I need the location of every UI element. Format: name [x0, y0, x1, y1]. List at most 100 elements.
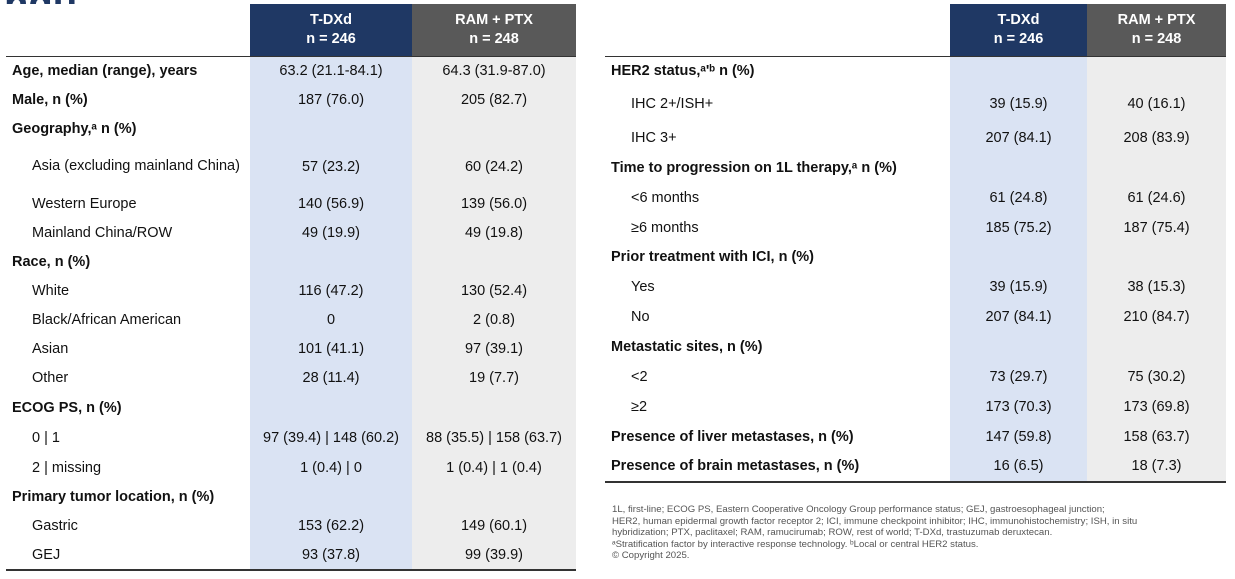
row-label: Gastric [32, 518, 78, 534]
cell-t-dxd: 185 (75.2) [950, 212, 1087, 243]
cell-t-dxd: 16 (6.5) [950, 451, 1087, 483]
cell-t-dxd: 61 (24.8) [950, 182, 1087, 213]
cell-ram-ptx: 19 (7.7) [412, 363, 576, 393]
header-ram-ptx: RAM + PTX n = 248 [412, 4, 576, 57]
table-row: Other 28 (11.4) 19 (7.7) [6, 363, 576, 393]
table-row: Black/African American 0 2 (0.8) [6, 305, 576, 335]
table-row: Asian 101 (41.1) 97 (39.1) [6, 334, 576, 364]
header-t-dxd-name: T-DXd [310, 12, 352, 28]
cell-t-dxd [250, 114, 412, 144]
row-label: Western Europe [32, 196, 137, 212]
cell-ram-ptx: 64.3 (31.9-87.0) [412, 56, 576, 86]
footnote: 1L, first-line; ECOG PS, Eastern Coopera… [612, 504, 1232, 562]
row-label: IHC 2+/ISH+ [631, 96, 714, 112]
row-label: Male, n (%) [12, 92, 88, 108]
cell-t-dxd [250, 247, 412, 277]
row-label: Time to progression on 1L therapy,ᵃ n (%… [611, 159, 897, 176]
table-row: Male, n (%) 187 (76.0) 205 (82.7) [6, 85, 576, 115]
cell-t-dxd: 140 (56.9) [250, 189, 412, 219]
row-label: IHC 3+ [631, 129, 677, 146]
cell-ram-ptx: 1 (0.4) | 1 (0.4) [412, 452, 576, 483]
row-label: ECOG PS, n (%) [12, 399, 122, 416]
table-row: 0 | 1 97 (39.4) | 148 (60.2) 88 (35.5) | 1… [6, 422, 576, 453]
footnote-line: hybridization; PTX, paclitaxel; RAM, ram… [612, 527, 1053, 539]
left-table-body: Age, median (range), years 63.2 (21.1-84.… [6, 56, 576, 571]
footnote-line: 1L, first-line; ECOG PS, Eastern Coopera… [612, 504, 1105, 515]
cell-t-dxd: 73 (29.7) [950, 361, 1087, 392]
header-ram-ptx: RAM + PTX n = 248 [1087, 4, 1226, 57]
cell-t-dxd: 63.2 (21.1-84.1) [250, 56, 412, 86]
table-row: Race, n (%) [6, 247, 576, 277]
table-row: ECOG PS, n (%) [6, 392, 576, 423]
header-ram-ptx-name: RAM + PTX [455, 12, 533, 28]
cell-ram-ptx [1087, 56, 1226, 86]
cell-t-dxd: 0 [250, 305, 412, 335]
row-label: No [631, 308, 650, 325]
cell-t-dxd: 153 (62.2) [250, 511, 412, 541]
row-label: <2 [631, 368, 648, 385]
row-label: ≥6 months [631, 219, 699, 236]
row-label: GEJ [6, 540, 250, 571]
cell-ram-ptx: 173 (69.8) [1087, 391, 1226, 422]
footnote-line: © Copyright 2025. [612, 550, 690, 562]
cell-ram-ptx: 99 (39.9) [412, 540, 576, 571]
header-t-dxd: T-DXd n = 246 [250, 4, 412, 57]
baseline-table-right: T-DXd n = 246 RAM + PTX n = 248 HER2 sta… [605, 4, 1226, 483]
cell-t-dxd: 101 (41.1) [250, 334, 412, 364]
row-label: Geography,ᵃ n (%) [12, 121, 137, 137]
row-label: White [32, 283, 70, 299]
table-row: Geography,ᵃ n (%) [6, 114, 576, 144]
cell-ram-ptx: 40 (16.1) [1087, 85, 1226, 123]
table-row: White 116 (47.2) 130 (52.4) [6, 276, 576, 306]
cell-ram-ptx [1087, 331, 1226, 362]
table-row: Mainland China/ROW 49 (19.9) 49 (19.8) [6, 218, 576, 248]
header-blank-cell [605, 4, 950, 57]
header-ram-ptx-n: n = 248 [469, 31, 519, 47]
cell-ram-ptx: 75 (30.2) [1087, 361, 1226, 392]
row-label: Age, median (range), years [12, 63, 198, 80]
cell-ram-ptx: 205 (82.7) [412, 85, 576, 115]
header-t-dxd-n: n = 246 [993, 31, 1044, 47]
table-row: No 207 (84.1) 210 (84.7) [605, 301, 1226, 332]
cell-ram-ptx: 88 (35.5) | 158 (63.7) [412, 422, 576, 453]
cell-t-dxd: 39 (15.9) [950, 85, 1087, 123]
row-label: Race, n (%) [12, 254, 91, 270]
table-row: Age, median (range), years 63.2 (21.1-84.… [6, 56, 576, 86]
cell-ram-ptx [1087, 242, 1226, 272]
cell-t-dxd [950, 331, 1087, 362]
cell-t-dxd: 49 (19.9) [250, 218, 412, 248]
table-row: Time to progression on 1L therapy,ᵃ n (%… [605, 152, 1226, 183]
cell-ram-ptx: 60 (24.2) [412, 143, 576, 190]
cell-ram-ptx: 149 (60.1) [412, 511, 576, 541]
row-label: ≥2 [631, 398, 648, 415]
cell-ram-ptx [412, 392, 576, 423]
cell-ram-ptx: 38 (15.3) [1087, 271, 1226, 302]
table-row: GEJ 93 (37.8) 99 (39.9) [6, 540, 576, 571]
table-row: <6 months 61 (24.8) 61 (24.6) [605, 182, 1226, 213]
table-row: Gastric 153 (62.2) 149 (60.1) [6, 511, 576, 541]
row-label: Presence of liver metastases, n (%) [611, 428, 854, 445]
cell-ram-ptx [1087, 152, 1226, 183]
cell-ram-ptx: 49 (19.8) [412, 218, 576, 248]
row-label: Primary tumor location, n (%) [12, 489, 215, 505]
table-row: ≥6 months 185 (75.2) 187 (75.4) [605, 212, 1226, 243]
cell-t-dxd: 187 (76.0) [250, 85, 412, 115]
cell-t-dxd [250, 482, 412, 512]
table-row: HER2 status,ᵃ'ᵇ n (%) [605, 56, 1226, 86]
header-ram-ptx-n: n = 248 [1131, 31, 1182, 47]
row-label: Prior treatment with ICI, n (%) [611, 249, 815, 265]
cell-t-dxd: 93 (37.8) [250, 540, 412, 571]
cell-ram-ptx: 97 (39.1) [412, 334, 576, 364]
cell-ram-ptx: 2 (0.8) [412, 305, 576, 335]
table-header-row: T-DXd n = 246 RAM + PTX n = 248 [605, 4, 1226, 57]
table-header-row: T-DXd n = 246 RAM + PTX n = 248 [6, 4, 576, 57]
cell-t-dxd: 173 (70.3) [950, 391, 1087, 422]
footnote-line: ᵃStratification factor by interactive re… [612, 538, 979, 550]
table-row: IHC 2+/ISH+ 39 (15.9) 40 (16.1) [605, 85, 1226, 123]
cell-t-dxd: 1 (0.4) | 0 [250, 452, 412, 483]
right-table-body: HER2 status,ᵃ'ᵇ n (%) IHC 2+/ISH+ 39 (15.9… [605, 56, 1226, 483]
table-row: Yes 39 (15.9) 38 (15.3) [605, 271, 1226, 302]
cell-t-dxd: 28 (11.4) [250, 363, 412, 393]
cell-ram-ptx: 61 (24.6) [1087, 182, 1226, 213]
